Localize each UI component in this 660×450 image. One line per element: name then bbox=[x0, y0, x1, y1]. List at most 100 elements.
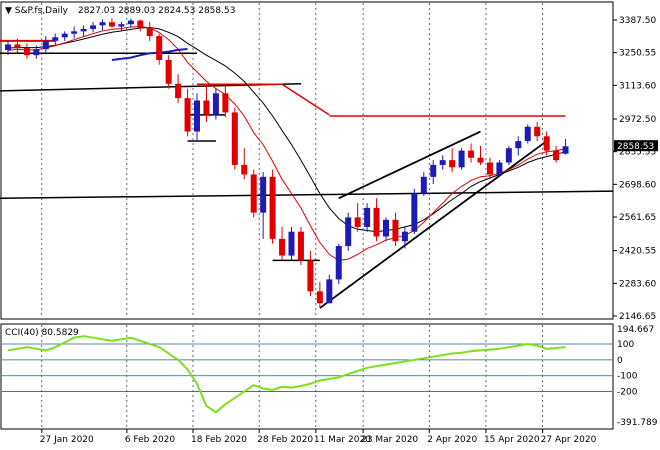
candle-body bbox=[61, 33, 68, 38]
time-label: 18 Feb 2020 bbox=[191, 435, 247, 445]
time-label: 27 Jan 2020 bbox=[40, 435, 94, 445]
dropdown-triangle-icon: ▼ bbox=[5, 6, 15, 16]
candle-body bbox=[156, 36, 163, 60]
cci-label: -391.789 bbox=[617, 418, 658, 428]
cci-header: CCI(40) 80.5829 bbox=[5, 328, 79, 338]
chart-header-title: ▼ S&P.fs,Daily bbox=[5, 6, 69, 16]
candles bbox=[5, 18, 569, 309]
candle-body bbox=[496, 162, 503, 175]
cci-axis: 194.667 100 0 -100 -200 -391.789 bbox=[617, 325, 658, 428]
candle-body bbox=[241, 164, 248, 175]
candle-body bbox=[297, 231, 304, 261]
cci-panel[interactable] bbox=[0, 323, 614, 430]
candle-body bbox=[194, 100, 200, 132]
candle-body bbox=[458, 150, 465, 168]
candle-body bbox=[326, 279, 333, 304]
cci-level-lines bbox=[2, 343, 612, 392]
candle-body bbox=[5, 44, 11, 50]
price-label: 2146.65 bbox=[619, 312, 656, 322]
trendlines[interactable] bbox=[0, 39, 613, 309]
candle-body bbox=[411, 193, 418, 232]
candle-body bbox=[449, 160, 456, 168]
candle-body bbox=[80, 28, 87, 32]
price-label: 2835.55 bbox=[619, 148, 656, 158]
candle-body bbox=[250, 174, 257, 213]
candle-body bbox=[477, 157, 484, 163]
candle-body bbox=[439, 160, 446, 165]
candle-body bbox=[127, 20, 134, 25]
moving-averages bbox=[7, 26, 566, 261]
candle-body bbox=[524, 126, 531, 142]
wedge-upper-trendline bbox=[338, 130, 481, 200]
ma-fast-line bbox=[7, 26, 566, 261]
price-label: 3113.60 bbox=[619, 81, 656, 91]
candle-body bbox=[562, 146, 569, 154]
current-price-marker: 2858.53 bbox=[614, 140, 658, 152]
candle-body bbox=[515, 141, 522, 149]
price-label: 2561.65 bbox=[619, 213, 656, 223]
price-label: 3387.50 bbox=[619, 16, 656, 26]
ma-slow-line bbox=[7, 26, 566, 233]
cci-label: 100 bbox=[617, 340, 634, 350]
candle-body bbox=[14, 44, 21, 49]
cci-line bbox=[7, 335, 566, 414]
candle-body bbox=[212, 93, 219, 115]
price-label: 2420.55 bbox=[619, 247, 656, 257]
candle-body bbox=[430, 164, 437, 177]
candle-body bbox=[486, 162, 493, 175]
time-label: 6 Feb 2020 bbox=[125, 435, 176, 445]
candle-body bbox=[392, 219, 399, 242]
candle-body bbox=[316, 291, 323, 304]
price-label: 2698.60 bbox=[619, 180, 656, 190]
candle-body bbox=[543, 136, 550, 151]
candle-body bbox=[373, 207, 380, 237]
candle-body bbox=[175, 83, 182, 99]
current-price-label: 2858.53 bbox=[617, 142, 654, 152]
candle-body bbox=[23, 48, 30, 56]
cci-label: 194.667 bbox=[617, 325, 654, 335]
candle-body bbox=[553, 150, 560, 161]
time-axis: 27 Jan 2020 6 Feb 2020 18 Feb 2020 28 Feb 2… bbox=[40, 429, 597, 445]
candle-body bbox=[184, 98, 191, 132]
price-axis: 3387.50 3250.55 3113.60 2972.50 2835.55 2698.… bbox=[613, 16, 656, 322]
time-label: 27 Apr 2020 bbox=[541, 435, 597, 445]
candle-body bbox=[203, 100, 210, 115]
candle-body bbox=[99, 22, 106, 26]
candle-body bbox=[468, 150, 475, 158]
ma-blue-line bbox=[111, 48, 188, 61]
candle-body bbox=[420, 176, 427, 194]
candle-body bbox=[401, 231, 408, 242]
candle-body bbox=[383, 219, 389, 237]
price-label: 2972.50 bbox=[619, 115, 656, 125]
candle-body bbox=[505, 148, 512, 163]
candle-body bbox=[33, 49, 40, 56]
cci-label: -200 bbox=[617, 388, 638, 398]
candle-body bbox=[354, 217, 361, 227]
price-label: 2283.60 bbox=[619, 279, 656, 289]
candle-body bbox=[71, 31, 78, 34]
candle-body bbox=[335, 246, 342, 280]
candle-body bbox=[364, 207, 371, 227]
candle-body bbox=[260, 176, 267, 213]
candle-body bbox=[90, 25, 97, 29]
candle-body bbox=[269, 176, 276, 239]
chart-header-ohlc: 2827.03 2889.03 2824.53 2858.53 bbox=[78, 6, 235, 16]
candle-body bbox=[231, 112, 238, 165]
cci-label: 0 bbox=[617, 356, 623, 366]
time-label: 28 Feb 2020 bbox=[257, 435, 313, 445]
candle-body bbox=[307, 260, 314, 292]
support-trendline bbox=[0, 190, 613, 200]
time-label: 2 Apr 2020 bbox=[427, 435, 477, 445]
vertical-gridlines bbox=[41, 3, 543, 428]
candle-body bbox=[52, 37, 59, 41]
price-label: 3250.55 bbox=[619, 49, 656, 59]
wedge-lower-trendline bbox=[319, 140, 548, 309]
horizontal-level bbox=[281, 83, 330, 116]
candle-body bbox=[165, 59, 172, 84]
cci-label: -100 bbox=[617, 372, 638, 382]
time-label: 23 Mar 2020 bbox=[361, 435, 418, 445]
candle-body bbox=[137, 20, 144, 28]
candle-body bbox=[108, 22, 115, 27]
candle-body bbox=[288, 231, 295, 256]
